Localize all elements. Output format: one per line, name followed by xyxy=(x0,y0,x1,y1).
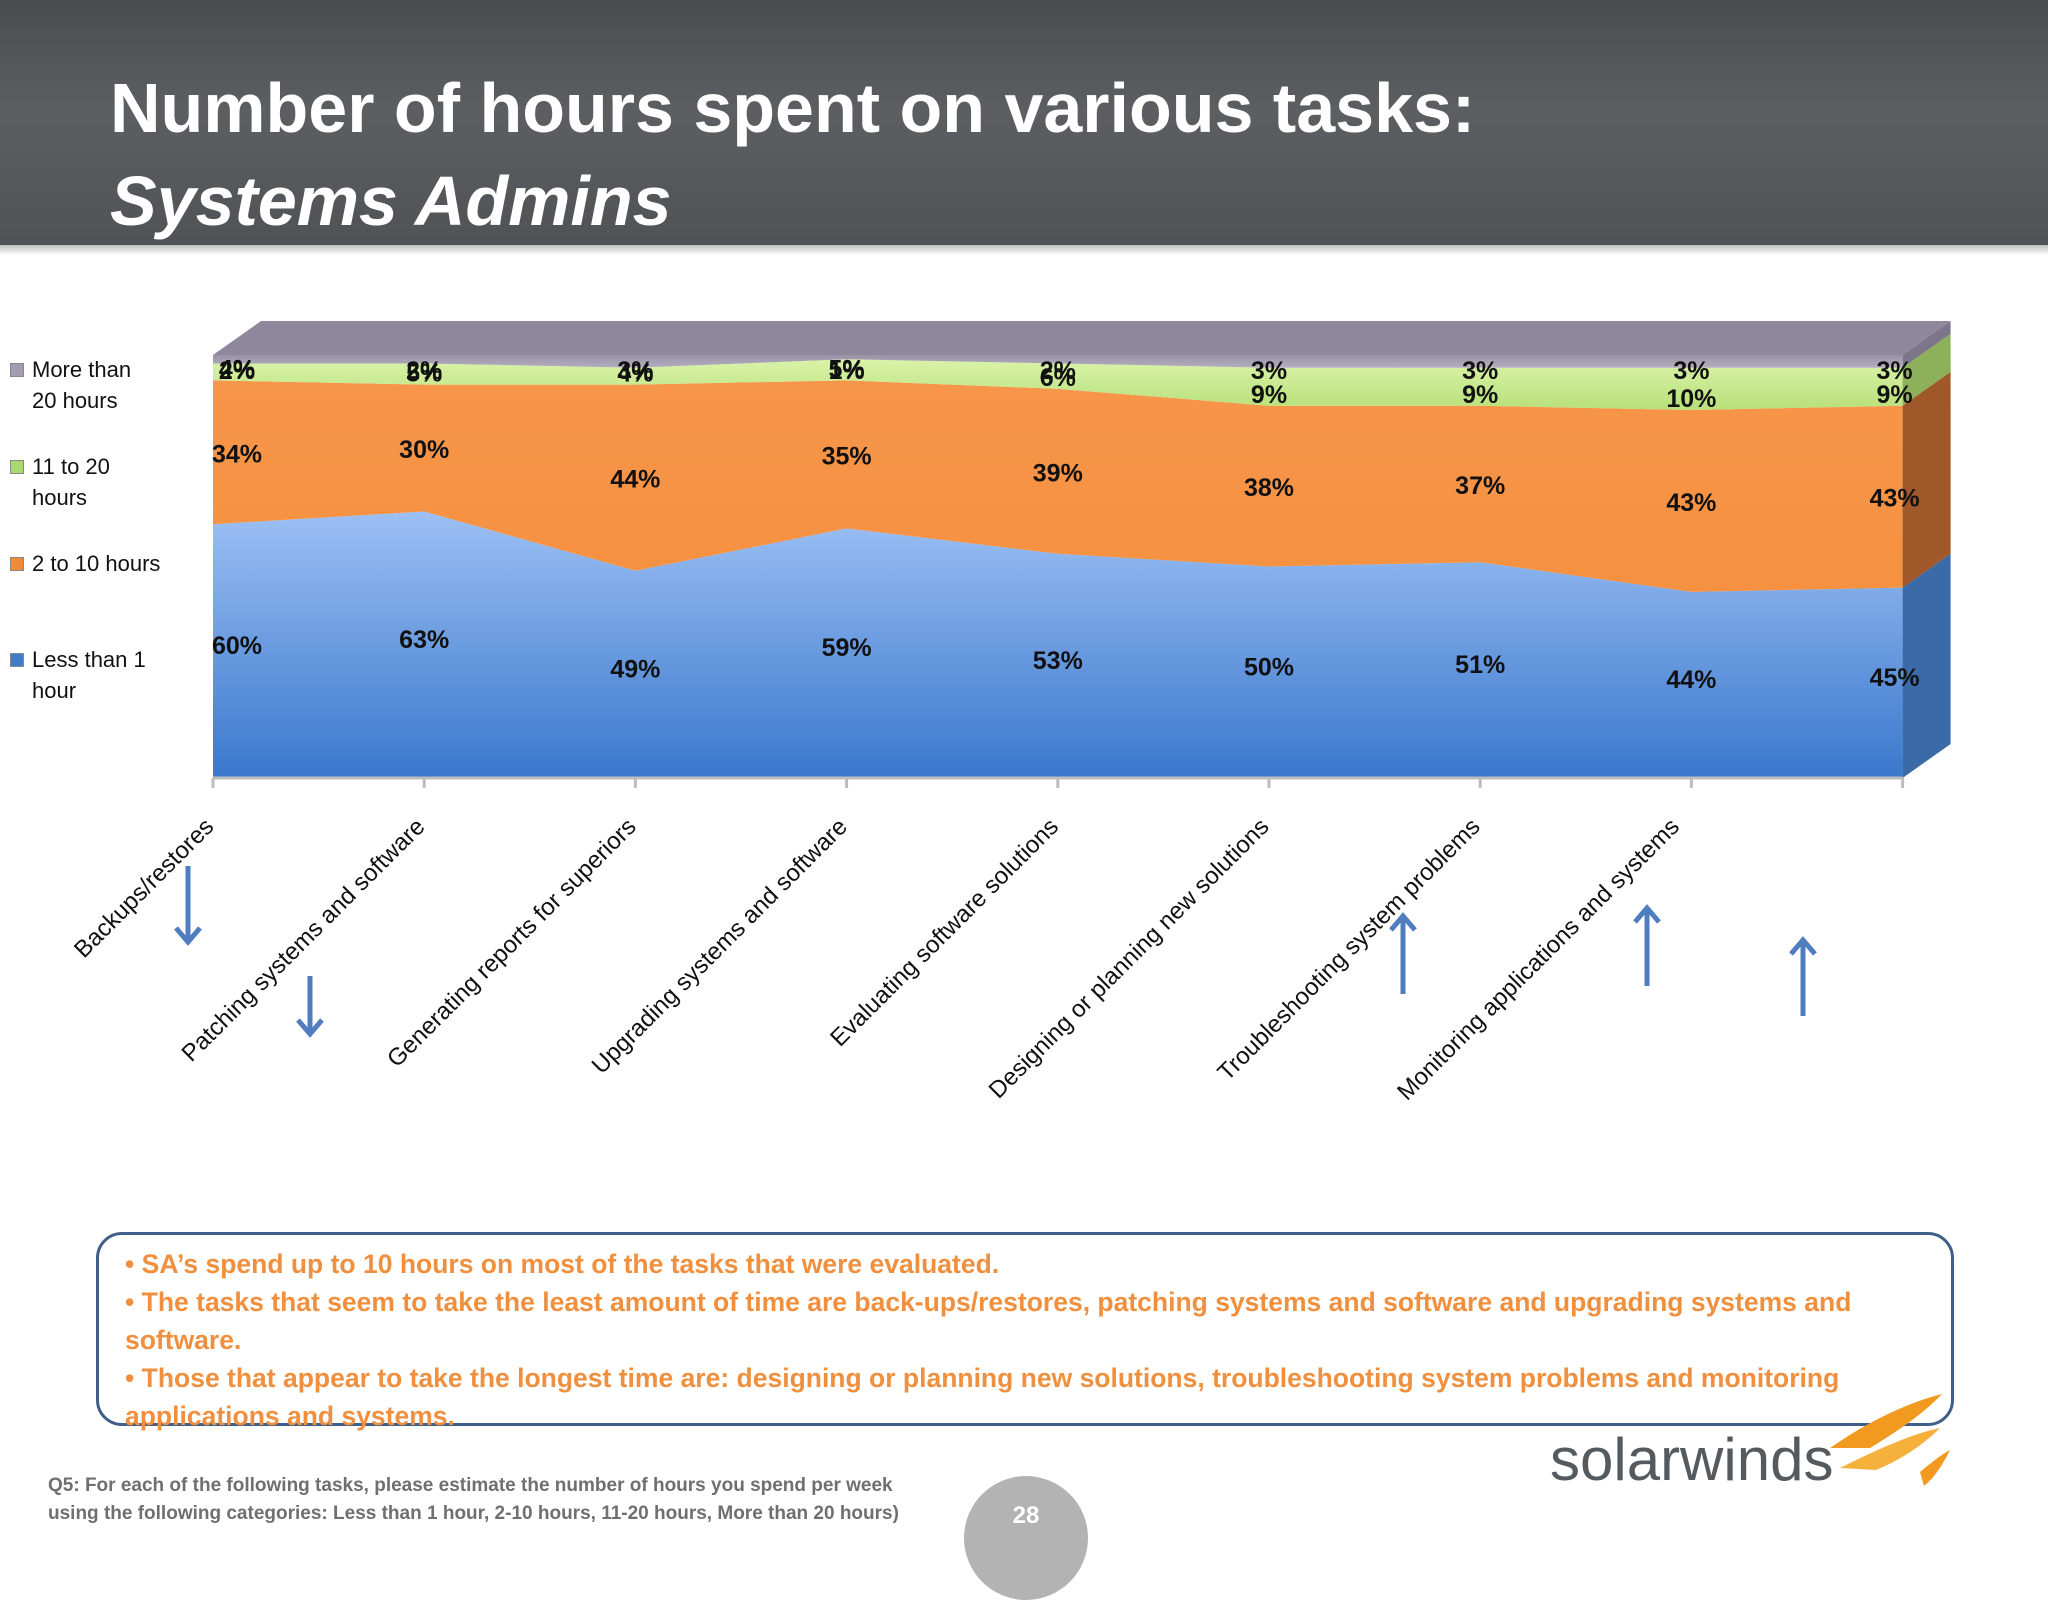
data-label: 59% xyxy=(822,634,872,662)
data-label: 39% xyxy=(1033,459,1083,487)
area-11-to-20-side xyxy=(1902,333,1951,406)
data-label: 49% xyxy=(610,655,660,683)
data-label: 2% xyxy=(219,357,255,385)
data-label: 35% xyxy=(822,442,872,470)
data-label: 3% xyxy=(1877,357,1913,385)
data-label: 9% xyxy=(1462,381,1498,409)
data-label: 3% xyxy=(1462,357,1498,385)
area-11-to-20 xyxy=(213,359,1903,410)
arrow-head xyxy=(296,1018,324,1038)
callout-bullet: • SA’s spend up to 10 hours on most of t… xyxy=(125,1249,1000,1279)
data-label: 37% xyxy=(1455,472,1505,500)
data-label: 43% xyxy=(1870,485,1920,513)
area-less-than-1-side xyxy=(1902,553,1951,778)
callout-bullet: • The tasks that seem to take the least … xyxy=(125,1287,1852,1355)
logo-text: solarwinds xyxy=(1550,1426,1833,1493)
data-label: 44% xyxy=(610,466,660,494)
slide-subtitle: Systems Admins xyxy=(110,162,672,240)
data-label: 4% xyxy=(219,355,255,383)
page-number: 28 xyxy=(1012,1502,1040,1529)
data-label: 10% xyxy=(1666,385,1716,413)
arrow-head xyxy=(1789,936,1817,956)
area-2-to-10 xyxy=(213,380,1903,592)
data-label: 50% xyxy=(1244,653,1294,681)
arrow-up-icon xyxy=(1789,936,1817,1016)
solarwinds-logo: solarwinds xyxy=(1550,1394,1950,1493)
slide-title: Number of hours spent on various tasks: xyxy=(110,69,1476,147)
legend-label-line: hour xyxy=(32,678,77,703)
area-more-than-20 xyxy=(213,355,1903,368)
callout-bullet: • Those that appear to take the longest … xyxy=(125,1363,1840,1431)
data-label: 2% xyxy=(406,357,442,385)
legend-label: 2 to 10 hours xyxy=(32,548,192,579)
legend-label-line: hours xyxy=(32,485,88,510)
data-label: 38% xyxy=(1244,474,1294,502)
arrow-up-icon xyxy=(1633,904,1661,986)
data-label: 3% xyxy=(617,357,653,385)
area-less-than-1 xyxy=(213,511,1903,778)
legend-label-line: 2 to 10 hours xyxy=(32,551,161,576)
area-2-to-10-side xyxy=(1902,371,1951,588)
legend-swatch-blue xyxy=(10,653,24,667)
data-label: 43% xyxy=(1666,489,1716,517)
legend-label-line: 20 hours xyxy=(32,388,118,413)
logo-swoosh-icon xyxy=(1920,1450,1950,1486)
legend-label: 11 to 20 hours xyxy=(32,451,192,513)
data-label: 1% xyxy=(829,357,865,385)
category-label: Generating reports for superiors xyxy=(382,813,642,1073)
legend-label-line: 11 to 20 xyxy=(32,454,110,479)
footnote-line: using the following categories: Less tha… xyxy=(48,1503,899,1524)
page-number-badge: 28 xyxy=(964,1476,1088,1600)
data-label: 30% xyxy=(399,436,449,464)
legend-swatch-gray xyxy=(10,363,24,377)
data-label: 6% xyxy=(1040,364,1076,392)
data-label: 34% xyxy=(212,440,262,468)
data-label: 60% xyxy=(212,632,262,660)
data-label: 51% xyxy=(1455,651,1505,679)
arrow-down-icon xyxy=(174,866,202,946)
summary-callout: • SA’s spend up to 10 hours on most of t… xyxy=(96,1232,1954,1431)
data-label: 9% xyxy=(1877,381,1913,409)
legend-label-line: More than xyxy=(32,357,132,382)
data-label: 5% xyxy=(406,360,442,388)
arrow-head xyxy=(1633,904,1661,924)
data-label: 9% xyxy=(1251,381,1287,409)
data-label: 5% xyxy=(829,355,865,383)
legend-label-line: Less than 1 xyxy=(32,647,146,672)
arrow-down-icon xyxy=(296,976,324,1038)
data-label: 3% xyxy=(1673,357,1709,385)
slide-header xyxy=(0,0,2048,255)
legend-label: Less than 1 hour xyxy=(32,644,192,706)
data-label: 4% xyxy=(617,360,653,388)
category-label: Backups/restores xyxy=(69,813,219,963)
legend-swatch-orange xyxy=(10,557,24,571)
legend-label: More than 20 hours xyxy=(32,354,192,416)
arrow-up-icon xyxy=(1389,912,1417,994)
logo-swoosh-icon xyxy=(1840,1428,1940,1470)
data-label: 45% xyxy=(1870,664,1920,692)
legend-swatch-green xyxy=(10,460,24,474)
survey-footnote: Q5: For each of the following tasks, ple… xyxy=(48,1472,968,1528)
area-top-face xyxy=(213,321,1951,355)
data-label: 2% xyxy=(1040,357,1076,385)
arrow-head xyxy=(174,926,202,946)
stacked-area-chart: 60%34%4%2%63%30%5%2%49%44%4%3%59%35%5%1%… xyxy=(69,321,1951,1106)
area-more-than-20-side xyxy=(1902,321,1951,368)
category-label: Upgrading systems and software xyxy=(587,813,853,1079)
data-label: 44% xyxy=(1666,666,1716,694)
data-label: 63% xyxy=(399,626,449,654)
data-label: 3% xyxy=(1251,357,1287,385)
category-label: Evaluating software solutions xyxy=(825,813,1064,1052)
arrow-head xyxy=(1389,912,1417,932)
footnote-line: Q5: For each of the following tasks, ple… xyxy=(48,1475,893,1496)
data-label: 53% xyxy=(1033,647,1083,675)
logo-swoosh-icon xyxy=(1830,1394,1942,1448)
